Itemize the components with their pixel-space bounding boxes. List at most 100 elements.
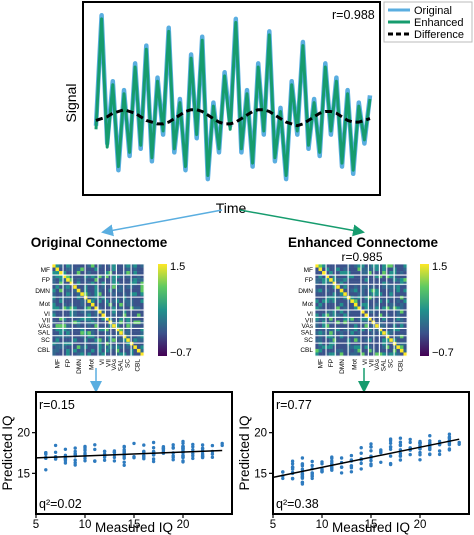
scatter-point (191, 442, 195, 447)
matrix-cell (361, 341, 365, 346)
matrix-cell (396, 345, 401, 350)
matrix-cell (339, 288, 344, 293)
matrix-cell (361, 288, 365, 293)
matrix-cell (392, 306, 397, 311)
matrix-cell (62, 345, 67, 350)
matrix-cell (339, 264, 344, 268)
matrix-cell (119, 352, 123, 357)
matrix-cell (385, 345, 390, 350)
matrix-cell (325, 317, 330, 321)
matrix-cell (101, 331, 106, 335)
matrix-cell (98, 278, 102, 282)
enhanced-connectome-matrix (314, 263, 408, 357)
matrix-cell (94, 313, 99, 318)
matrix-cell (385, 341, 390, 346)
matrix-cell (133, 306, 138, 311)
matrix-cell (375, 281, 379, 286)
matrix-cell (87, 264, 92, 268)
matrix-cell (76, 348, 81, 353)
matrix-cell (129, 338, 134, 343)
matrix-cell (361, 348, 365, 353)
matrix-cell (66, 341, 70, 346)
matrix-cell (105, 327, 109, 332)
matrix-cell (90, 292, 95, 297)
matrix-cell (318, 345, 323, 350)
matrix-cell (392, 299, 397, 304)
col-label-vas: VAs (374, 358, 381, 370)
matrix-cell (59, 292, 63, 297)
matrix-cell (399, 288, 404, 293)
matrix-cell (73, 271, 77, 275)
row-label-sc: SC (304, 337, 313, 344)
matrix-cell (318, 341, 323, 346)
matrix-cell (52, 302, 56, 307)
matrix-cell (361, 310, 365, 314)
matrix-cell (55, 324, 60, 328)
matrix-cell (364, 302, 369, 307)
matrix-cell (136, 317, 141, 321)
matrix-cell (98, 352, 102, 357)
matrix-cell (315, 302, 319, 307)
matrix-cell (136, 299, 141, 304)
matrix-cell (98, 317, 102, 321)
matrix-cell (136, 331, 141, 335)
matrix-cell (322, 274, 326, 279)
scatter-point (428, 434, 432, 438)
matrix-cell (361, 274, 365, 279)
matrix-cell (140, 278, 145, 282)
y-tick-label: 20 (254, 428, 267, 440)
matrix-cell (76, 317, 81, 321)
matrix-cell (346, 264, 351, 268)
matrix-cell (105, 313, 109, 318)
matrix-cell (318, 299, 323, 304)
matrix-cell (94, 348, 99, 353)
matrix-cell (66, 264, 70, 268)
scatter-point (290, 459, 295, 463)
matrix-cell (112, 345, 116, 350)
matrix-cell (357, 292, 362, 297)
matrix-cell (87, 306, 92, 311)
scatter-point (112, 455, 117, 460)
row-label-sc: SC (41, 337, 50, 344)
matrix-cell (385, 302, 390, 307)
matrix-cell (336, 310, 340, 314)
matrix-cell (353, 264, 358, 268)
matrix-cell (59, 281, 63, 286)
matrix-cell (396, 281, 401, 286)
matrix-cell (336, 274, 340, 279)
matrix-cell (357, 317, 362, 321)
matrix-cell (378, 271, 383, 275)
matrix-cell (98, 324, 102, 328)
scatter-point (398, 458, 403, 462)
matrix-cell (389, 327, 394, 332)
matrix-cell (403, 267, 408, 272)
matrix-cell (59, 285, 63, 289)
matrix-cell (368, 348, 372, 353)
matrix-cell (55, 313, 60, 318)
matrix-cell (55, 281, 60, 286)
scatter-point (151, 457, 156, 461)
matrix-cell (339, 281, 344, 286)
matrix-cell (339, 302, 344, 307)
col-label-mf: MF (55, 359, 62, 368)
matrix-cell (69, 267, 74, 272)
matrix-cell (90, 295, 95, 300)
matrix-cell (325, 306, 330, 311)
matrix-cell (119, 317, 123, 321)
matrix-cell (101, 334, 106, 339)
matrix-cell (101, 352, 106, 357)
matrix-cell (115, 352, 120, 357)
matrix-cell (98, 285, 102, 289)
scatter-point (359, 451, 363, 455)
scatter-point (142, 450, 146, 454)
matrix-cell (332, 334, 337, 339)
matrix-cell (69, 285, 74, 289)
matrix-cell (325, 345, 330, 350)
matrix-cell (343, 306, 348, 311)
scatter-point (369, 445, 373, 449)
matrix-cell (129, 324, 134, 328)
matrix-cell (133, 264, 138, 268)
matrix-cell (126, 306, 131, 311)
matrix-cell (129, 331, 134, 335)
scatter-point (181, 460, 185, 464)
